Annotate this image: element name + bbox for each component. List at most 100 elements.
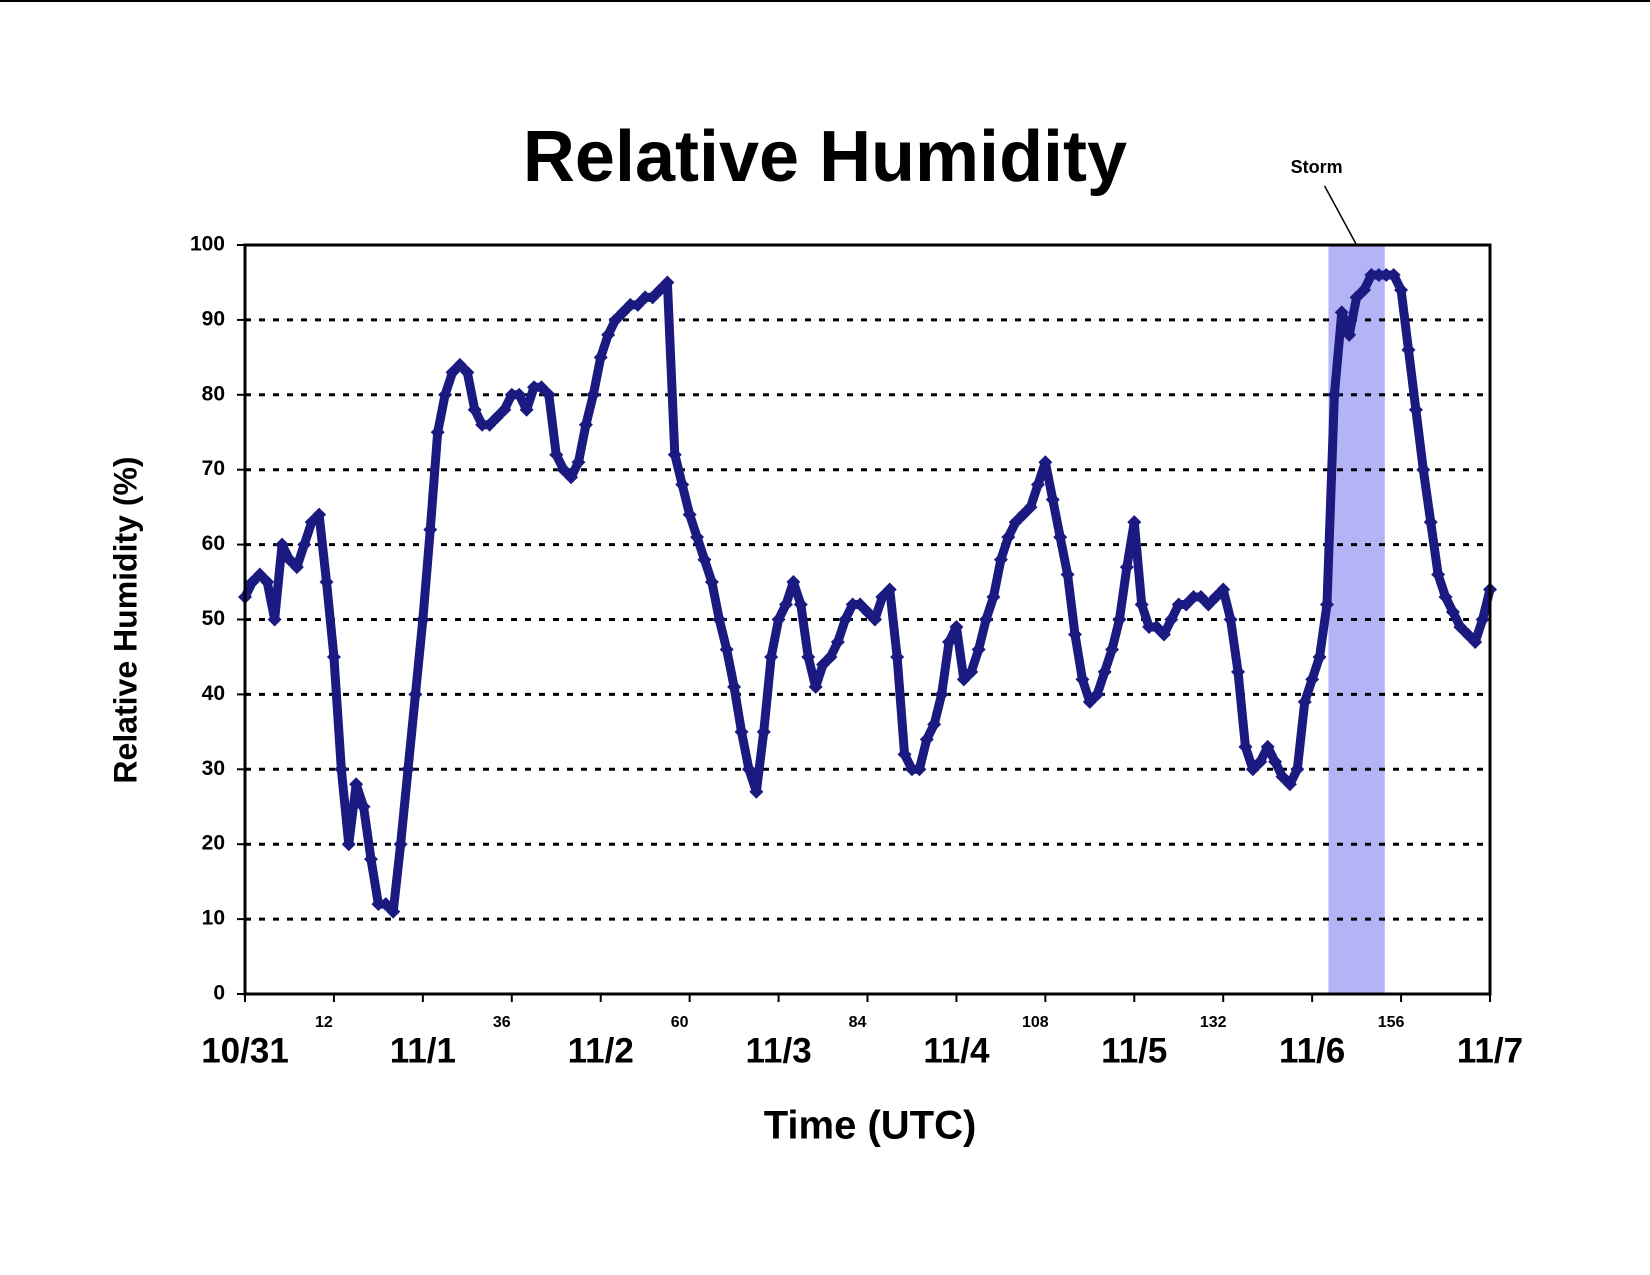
- y-tick-label: 90: [202, 307, 225, 330]
- point: [1045, 492, 1060, 507]
- point: [504, 387, 519, 402]
- point: [489, 410, 504, 425]
- x-tick-label: 60: [671, 1014, 689, 1031]
- point: [1445, 605, 1460, 620]
- point: [482, 417, 497, 432]
- series-trace: [240, 270, 1495, 917]
- x-tick-label: 11/5: [1101, 1031, 1167, 1070]
- point: [304, 515, 319, 530]
- point: [949, 619, 964, 634]
- point: [727, 679, 742, 694]
- point: [1401, 342, 1416, 357]
- point: [1038, 455, 1053, 470]
- y-tick-label: 40: [202, 682, 225, 705]
- point: [667, 447, 682, 462]
- point: [245, 575, 260, 590]
- point: [741, 762, 756, 777]
- point: [993, 552, 1008, 567]
- point: [267, 612, 282, 627]
- point: [1453, 619, 1468, 634]
- point: [712, 612, 727, 627]
- point: [460, 365, 475, 380]
- point: [615, 305, 630, 320]
- x-tick-label: 11/2: [568, 1031, 634, 1070]
- point: [1105, 642, 1120, 657]
- point: [1423, 515, 1438, 530]
- point: [1001, 530, 1016, 545]
- point: [1379, 267, 1394, 282]
- point: [786, 575, 801, 590]
- point: [593, 350, 608, 365]
- y-tick-label: 50: [202, 607, 225, 630]
- point: [971, 642, 986, 657]
- point: [1119, 560, 1134, 575]
- point: [956, 672, 971, 687]
- point: [1386, 267, 1401, 282]
- point: [645, 290, 660, 305]
- point: [1290, 762, 1305, 777]
- point: [764, 649, 779, 664]
- point: [564, 470, 579, 485]
- point: [1216, 582, 1231, 597]
- point: [1268, 754, 1283, 769]
- point: [979, 612, 994, 627]
- point: [1090, 687, 1105, 702]
- point: [1068, 627, 1082, 642]
- point: [1193, 590, 1208, 605]
- point: [260, 575, 275, 590]
- point: [452, 357, 467, 372]
- point: [556, 462, 571, 477]
- x-tick-label: 11/1: [390, 1031, 456, 1070]
- point: [1275, 769, 1290, 784]
- point: [882, 582, 897, 597]
- point: [1342, 327, 1357, 342]
- point: [986, 590, 1001, 605]
- point: [497, 402, 512, 417]
- point: [378, 897, 393, 912]
- point: [653, 282, 667, 297]
- point: [630, 297, 645, 312]
- point: [438, 387, 453, 402]
- point: [1431, 567, 1446, 582]
- point: [719, 642, 734, 657]
- point: [430, 425, 445, 440]
- x-tick-label: 12: [315, 1014, 333, 1031]
- point: [830, 634, 845, 649]
- point: [1327, 387, 1342, 402]
- point: [282, 552, 297, 567]
- annotation-label: Storm: [1291, 157, 1343, 177]
- point: [541, 387, 556, 402]
- point: [623, 297, 638, 312]
- x-tick-label: 156: [1378, 1014, 1405, 1031]
- point: [393, 837, 408, 852]
- point: [467, 402, 482, 417]
- x-tick-label: 11/4: [923, 1031, 990, 1070]
- annotation-leader: [1323, 185, 1358, 246]
- point: [1349, 290, 1364, 305]
- point: [356, 799, 371, 814]
- point: [1016, 507, 1031, 522]
- point: [534, 380, 549, 395]
- point: [1238, 739, 1253, 754]
- point: [1408, 402, 1423, 417]
- point: [275, 537, 290, 552]
- point: [1127, 515, 1142, 530]
- y-tick-label: 80: [202, 382, 225, 405]
- point: [1171, 597, 1186, 612]
- point: [1008, 515, 1023, 530]
- point: [1060, 567, 1075, 582]
- chart-title: Relative Humidity: [523, 117, 1127, 197]
- point: [1186, 590, 1201, 605]
- point: [334, 762, 349, 777]
- point: [1282, 777, 1297, 792]
- point: [1231, 664, 1246, 679]
- point: [608, 312, 623, 327]
- point: [408, 687, 423, 702]
- x-tick-label: 11/3: [745, 1031, 811, 1070]
- point: [749, 784, 764, 799]
- x-tick-label: 11/7: [1457, 1031, 1523, 1070]
- point: [756, 724, 771, 739]
- point: [549, 447, 564, 462]
- point: [1319, 597, 1334, 612]
- point: [919, 732, 934, 747]
